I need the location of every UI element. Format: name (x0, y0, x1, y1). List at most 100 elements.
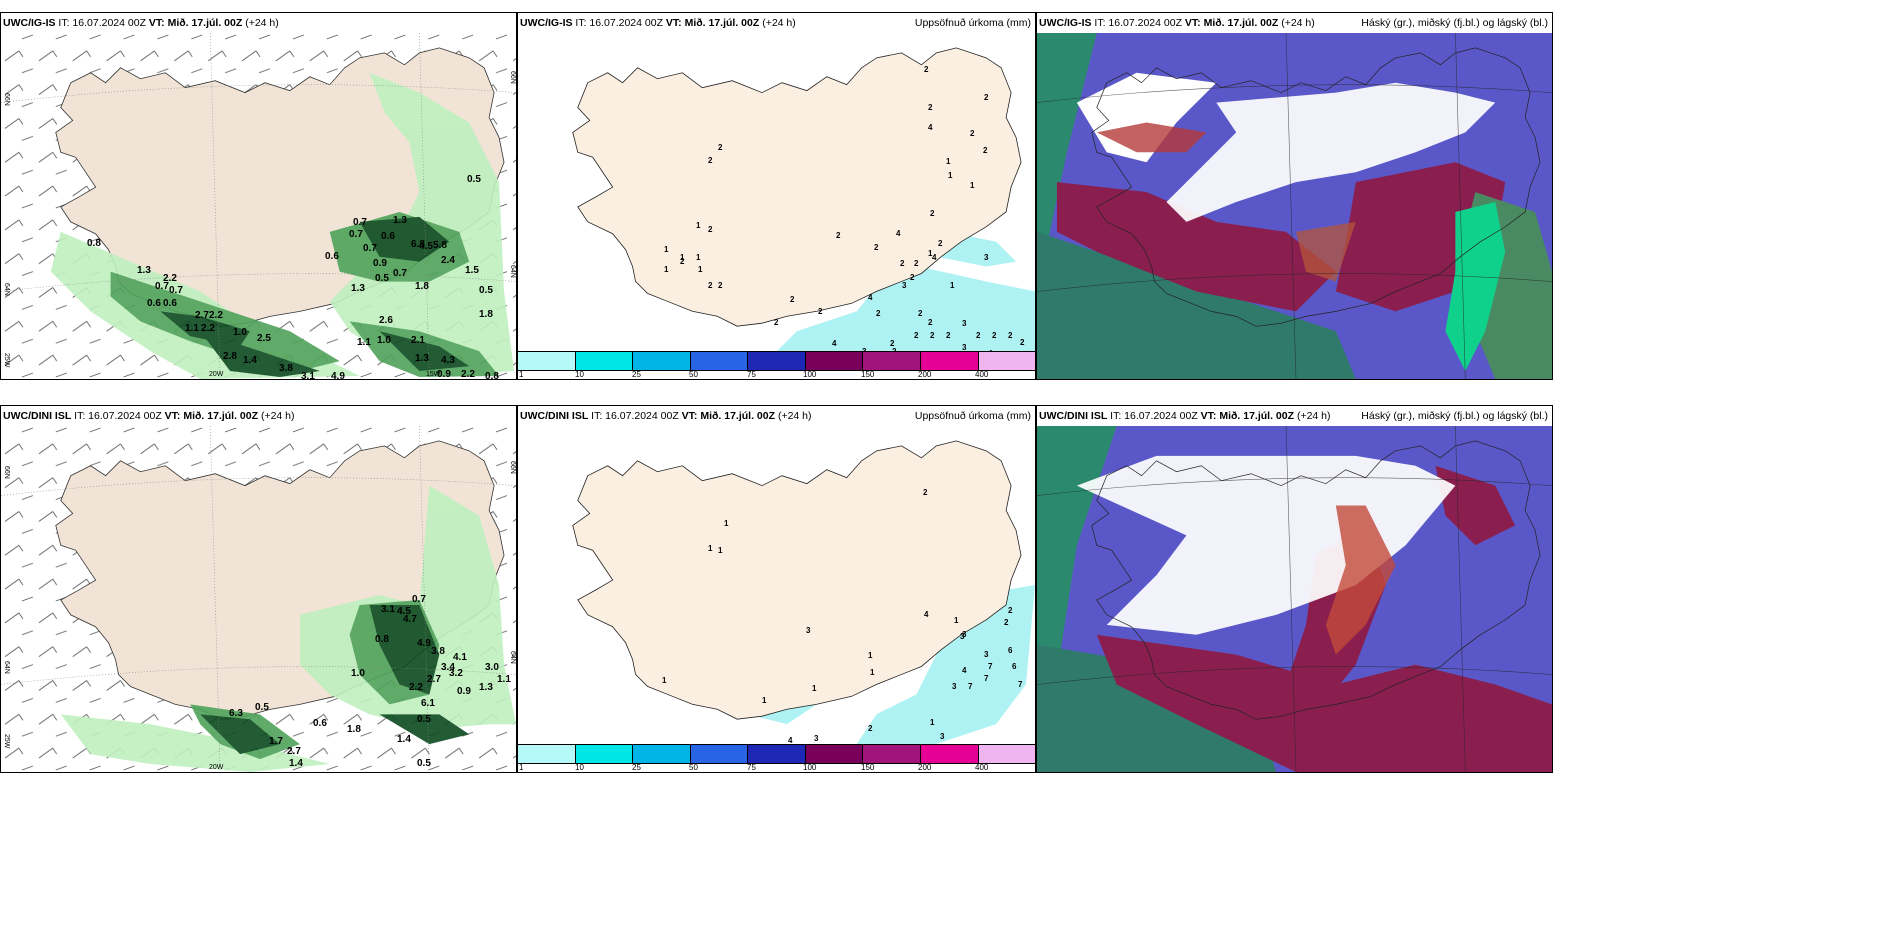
lat-label-mid: 64N (3, 283, 10, 296)
colorbar-tick: 200 (918, 763, 932, 772)
model-name: UWC/IG-IS (3, 17, 56, 29)
lat-label-top: 66N (3, 466, 10, 479)
panel-header: UWC/IG-IS IT: 16.07.2024 00Z VT: Mið. 17… (1037, 13, 1552, 33)
init-time: IT: 16.07.2024 00Z (1110, 410, 1198, 422)
lon-label-left: 20W (209, 371, 224, 378)
colorbar-tick: 75 (747, 370, 756, 379)
colorbar-tick: 1 (519, 763, 524, 772)
model-name: UWC/DINI ISL (3, 410, 72, 422)
init-time: IT: 16.07.2024 00Z (58, 17, 146, 29)
colorbar-swatch (518, 352, 576, 370)
colorbar-tick: 50 (689, 763, 698, 772)
colorbar-tick: 200 (918, 370, 932, 379)
colorbar-swatch (978, 745, 1035, 763)
panel-header: UWC/DINI ISL IT: 16.07.2024 00Z VT: Mið.… (518, 406, 1035, 426)
colorbar-swatch (805, 745, 864, 763)
colorbar-swatch (748, 745, 806, 763)
init-time: IT: 16.07.2024 00Z (1094, 17, 1182, 29)
colorbar-swatch (633, 745, 691, 763)
valid-time: Mið. 17.júl. 00Z (167, 17, 243, 29)
vt-label: VT: (681, 410, 698, 422)
accum-precip-panel-igis: UWC/IG-IS IT: 16.07.2024 00Z VT: Mið. 17… (517, 12, 1036, 380)
map-area (518, 426, 1035, 744)
vt-label: VT: (665, 17, 682, 29)
panel-header: UWC/IG-IS IT: 16.07.2024 00Z VT: Mið. 17… (1, 13, 516, 33)
colorbar-tick: 1 (519, 370, 524, 379)
field-title: Háský (gr.), miðský (fj.bl.) og lágský (… (1361, 410, 1548, 422)
cloud-cover-map (1037, 426, 1552, 772)
cloud-cover-panel-igis: UWC/IG-IS IT: 16.07.2024 00Z VT: Mið. 17… (1036, 12, 1553, 380)
field-title: Uppsöfnuð úrkoma (mm) (914, 17, 1031, 29)
vt-label: VT: (1200, 410, 1217, 422)
colorbar-tick: 100 (803, 370, 817, 379)
cloud-cover-panel-dini: UWC/DINI ISL IT: 16.07.2024 00Z VT: Mið.… (1036, 405, 1553, 773)
colorbar-tick: 400 (975, 763, 989, 772)
precip-colorbar: 1 10 25 50 75 100 150 200 400 (518, 351, 1035, 379)
colorbar-tick: 25 (632, 370, 641, 379)
wind-precip-panel-dini: UWC/DINI ISL IT: 16.07.2024 00Z VT: Mið.… (0, 405, 517, 773)
map-area (1, 426, 516, 772)
colorbar-swatch (575, 745, 634, 763)
valid-time: Mið. 17.júl. 00Z (183, 410, 259, 422)
colorbar-swatch (978, 352, 1035, 370)
colorbar-swatch (863, 352, 921, 370)
map-area (1037, 33, 1552, 379)
field-title: Háský (gr.), miðský (fj.bl.) og lágský (… (1361, 17, 1548, 29)
map-area (1, 33, 516, 379)
accum-precip-map (518, 426, 1035, 744)
colorbar-swatch (805, 352, 864, 370)
precip-colorbar: 1 10 25 50 75 100 150 200 400 (518, 744, 1035, 772)
colorbar-tick: 10 (575, 370, 584, 379)
lead-time: (+24 h) (1296, 410, 1331, 422)
init-time: IT: 16.07.2024 00Z (575, 17, 663, 29)
colorbar-tick: 100 (803, 763, 817, 772)
colorbar-swatch (690, 352, 749, 370)
colorbar-swatch (920, 352, 979, 370)
colorbar-swatch (690, 745, 749, 763)
lat-label-mid: 64N (3, 661, 10, 674)
vt-label: VT: (164, 410, 181, 422)
lat-label-top: 66N (3, 93, 10, 106)
model-name: UWC/DINI ISL (520, 410, 589, 422)
field-title: Uppsöfnuð úrkoma (mm) (914, 410, 1031, 422)
panel-header: UWC/DINI ISL IT: 16.07.2024 00Z VT: Mið.… (1, 406, 516, 426)
lat-label-right-top: 66N (509, 461, 516, 474)
init-time: IT: 16.07.2024 00Z (74, 410, 162, 422)
wind-precip-panel-igis: UWC/IG-IS IT: 16.07.2024 00Z VT: Mið. 17… (0, 12, 517, 380)
lead-time: (+24 h) (762, 17, 796, 29)
colorbar-tick: 50 (689, 370, 698, 379)
lead-time: (+24 h) (245, 17, 279, 29)
colorbar-tick: 150 (861, 763, 875, 772)
colorbar-swatch (633, 352, 691, 370)
lat-label-right-mid: 64N (509, 651, 516, 664)
accum-precip-map (518, 33, 1035, 351)
colorbar-tick: 25 (632, 763, 641, 772)
accum-precip-panel-dini: UWC/DINI ISL IT: 16.07.2024 00Z VT: Mið.… (517, 405, 1036, 773)
colorbar-tick: 150 (861, 370, 875, 379)
map-area (518, 33, 1035, 351)
model-name: UWC/IG-IS (520, 17, 573, 29)
lead-time: (+24 h) (260, 410, 295, 422)
valid-time: Mið. 17.júl. 00Z (1203, 17, 1279, 29)
model-name: UWC/DINI ISL (1039, 410, 1108, 422)
colorbar-swatch (518, 745, 576, 763)
lat-label-right-mid: 64N (509, 265, 516, 278)
valid-time: Mið. 17.júl. 00Z (1219, 410, 1295, 422)
lead-time: (+24 h) (777, 410, 812, 422)
lat-label-bottom: 25W (3, 734, 10, 749)
colorbar-swatch (575, 352, 634, 370)
lon-label-left: 20W (209, 764, 224, 771)
vt-label: VT: (148, 17, 165, 29)
colorbar-swatch (920, 745, 979, 763)
model-name: UWC/IG-IS (1039, 17, 1092, 29)
wind-precip-map (1, 33, 516, 379)
panel-header: UWC/DINI ISL IT: 16.07.2024 00Z VT: Mið.… (1037, 406, 1552, 426)
lead-time: (+24 h) (1281, 17, 1315, 29)
lat-label-bottom: 25W (3, 353, 10, 368)
init-time: IT: 16.07.2024 00Z (591, 410, 679, 422)
wind-precip-map (1, 426, 516, 772)
colorbar-tick: 400 (975, 370, 989, 379)
map-area (1037, 426, 1552, 772)
lat-label-right-top: 66N (509, 71, 516, 84)
colorbar-swatch (863, 745, 921, 763)
